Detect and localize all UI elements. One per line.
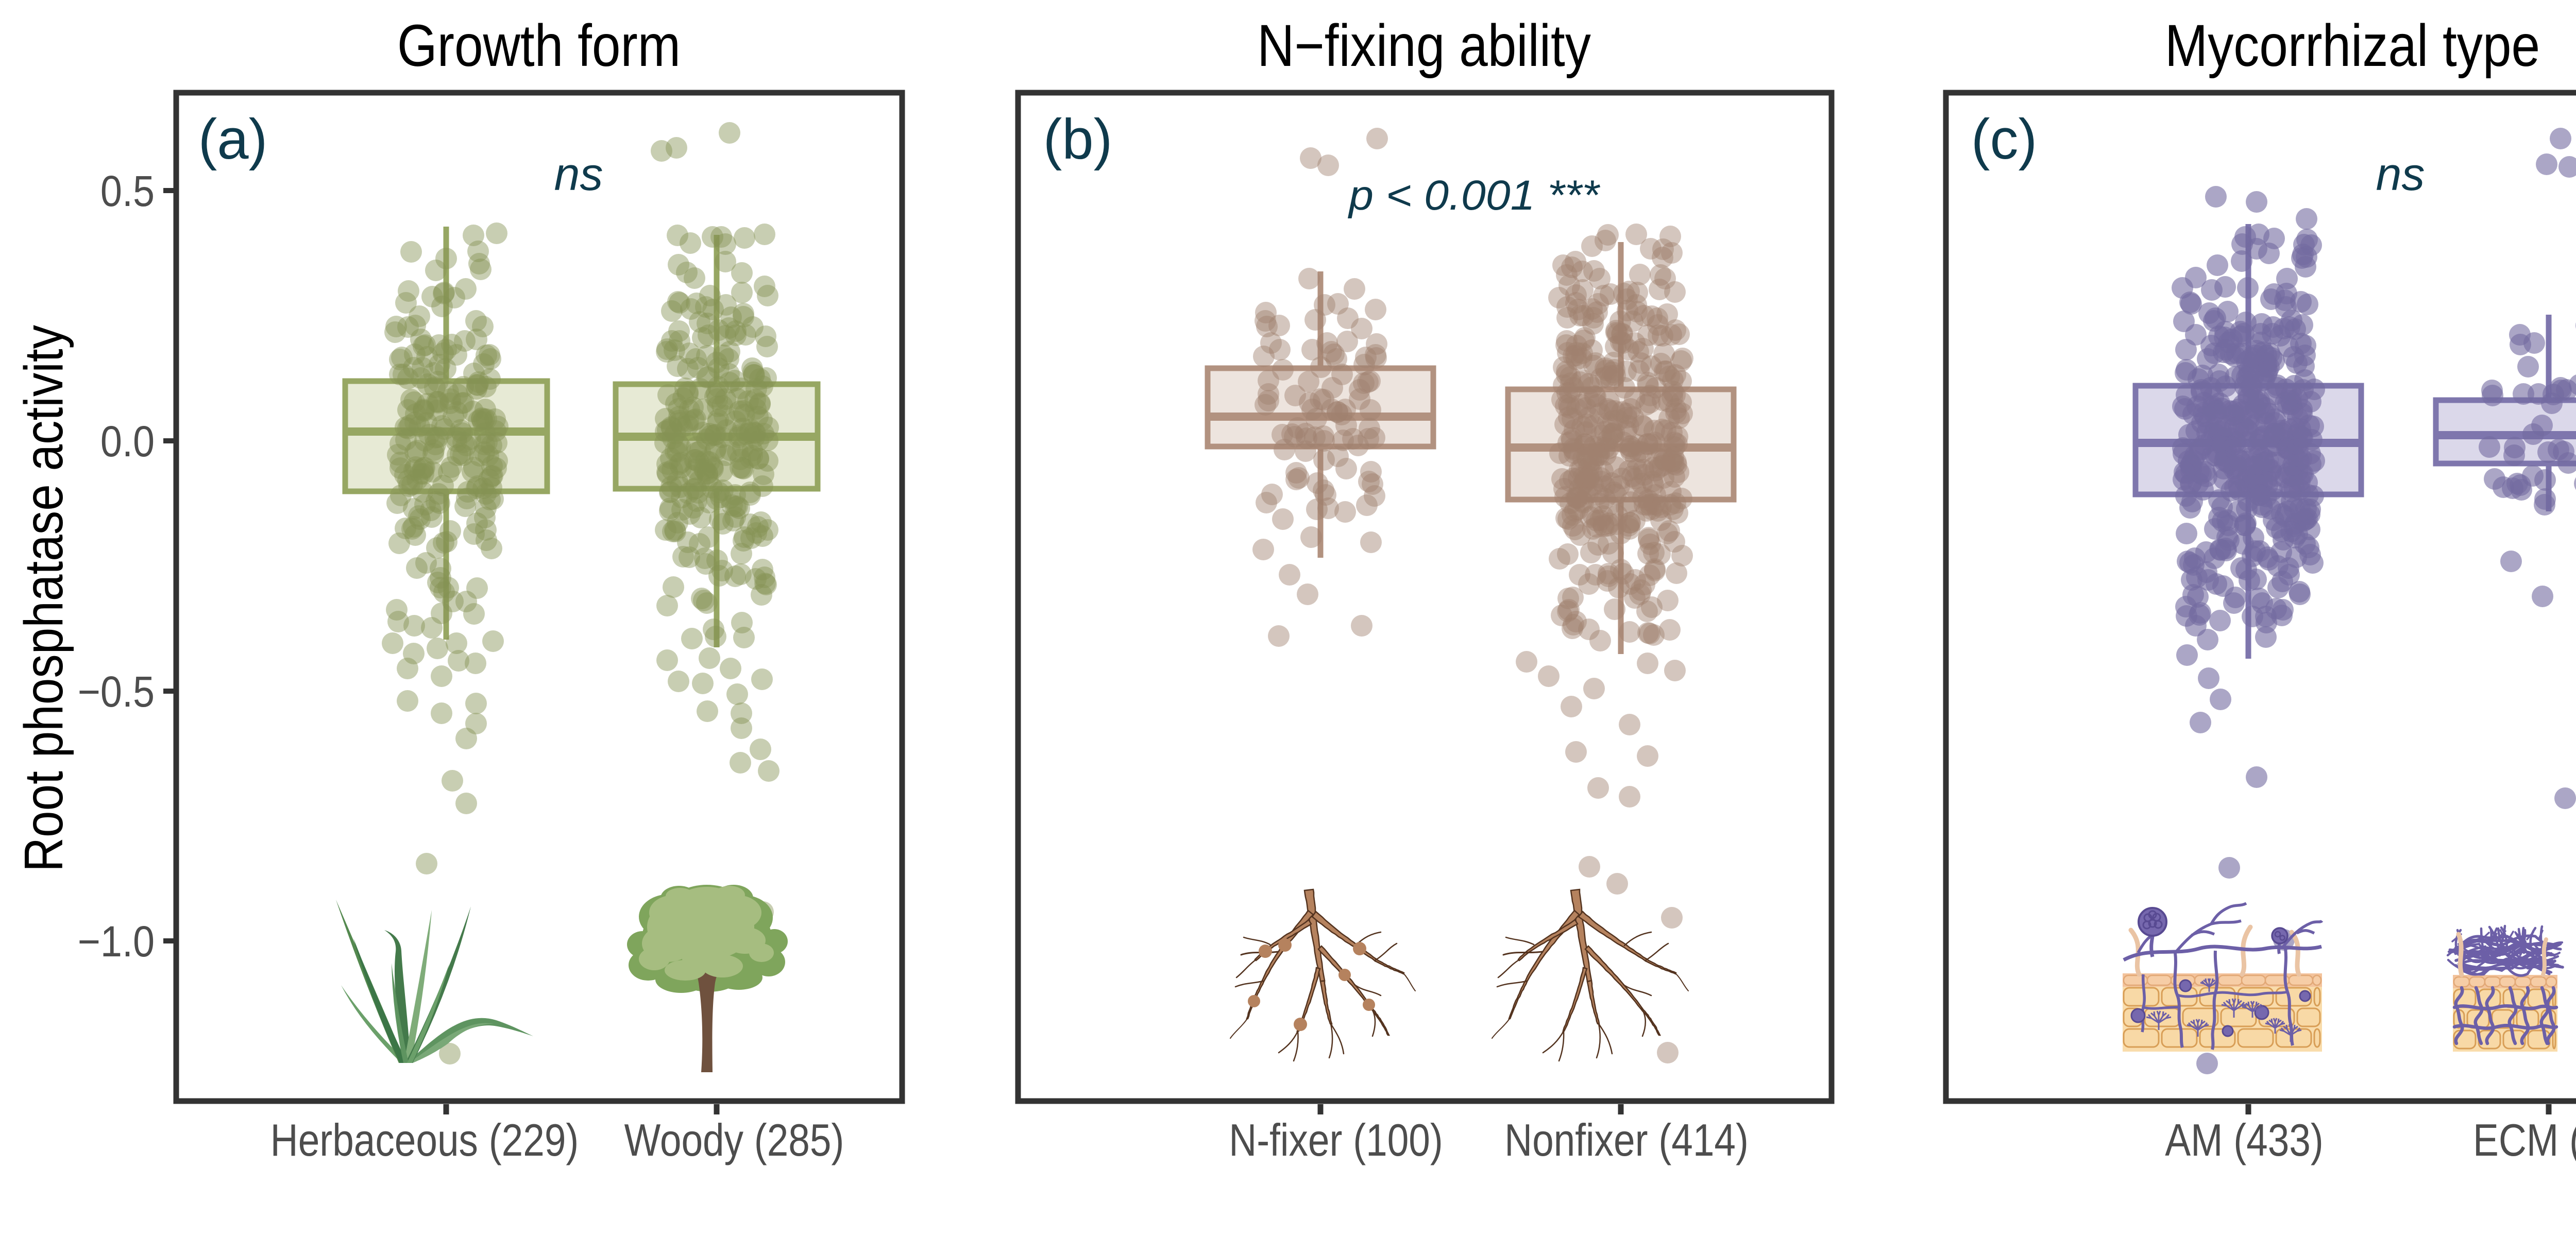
svg-text:ECM (51): ECM (51) (2473, 1115, 2576, 1165)
svg-text:ns: ns (554, 149, 603, 200)
svg-text:−0.5: −0.5 (78, 667, 155, 716)
svg-text:Root phosphatase activity: Root phosphatase activity (13, 325, 74, 872)
svg-text:AM (433): AM (433) (2165, 1115, 2324, 1165)
svg-text:Herbaceous (229): Herbaceous (229) (270, 1115, 579, 1165)
svg-text:Woody (285): Woody (285) (624, 1115, 844, 1165)
svg-text:0.5: 0.5 (100, 167, 155, 215)
svg-text:−1.0: −1.0 (78, 917, 155, 966)
svg-text:ns: ns (2376, 149, 2425, 200)
svg-text:N-fixer (100): N-fixer (100) (1229, 1115, 1443, 1165)
svg-text:p < 0.001 ***: p < 0.001 *** (1347, 171, 1600, 219)
svg-text:(c): (c) (1971, 108, 2037, 171)
svg-text:Nonfixer (414): Nonfixer (414) (1504, 1115, 1749, 1165)
svg-text:0.0: 0.0 (100, 417, 155, 466)
svg-text:Mycorrhizal type: Mycorrhizal type (2165, 12, 2540, 78)
svg-text:(a): (a) (198, 108, 267, 171)
svg-text:N−fixing ability: N−fixing ability (1257, 12, 1591, 78)
svg-text:Growth form: Growth form (397, 12, 681, 78)
svg-text:(b): (b) (1043, 108, 1112, 171)
